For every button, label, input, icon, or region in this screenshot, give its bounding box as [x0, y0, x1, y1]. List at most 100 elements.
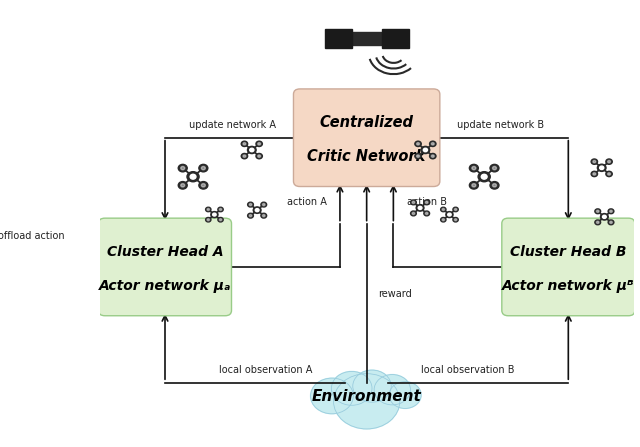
Circle shape — [606, 171, 612, 177]
Circle shape — [610, 210, 612, 212]
Circle shape — [411, 211, 417, 216]
Circle shape — [454, 219, 457, 221]
Circle shape — [593, 173, 596, 175]
Circle shape — [332, 371, 372, 405]
Circle shape — [412, 212, 415, 215]
Circle shape — [610, 221, 612, 224]
Circle shape — [490, 164, 499, 172]
Text: update network B: update network B — [458, 120, 545, 130]
Circle shape — [205, 207, 211, 212]
Circle shape — [421, 146, 429, 154]
Circle shape — [596, 210, 599, 212]
Circle shape — [211, 211, 218, 218]
Circle shape — [199, 164, 208, 172]
Circle shape — [255, 209, 259, 212]
Circle shape — [202, 184, 205, 187]
Circle shape — [607, 160, 611, 163]
Circle shape — [180, 166, 185, 170]
Circle shape — [608, 209, 614, 214]
Text: Environment: Environment — [312, 389, 422, 405]
Circle shape — [63, 198, 65, 200]
Circle shape — [431, 143, 434, 145]
Circle shape — [179, 181, 188, 189]
Text: action B: action B — [407, 197, 447, 207]
Circle shape — [453, 218, 458, 222]
Circle shape — [595, 209, 600, 214]
Circle shape — [180, 184, 185, 187]
Circle shape — [243, 143, 246, 145]
Circle shape — [256, 153, 262, 159]
Circle shape — [241, 153, 248, 159]
Circle shape — [262, 203, 265, 206]
Polygon shape — [381, 29, 408, 48]
Circle shape — [608, 220, 614, 225]
Circle shape — [469, 181, 478, 189]
Circle shape — [248, 202, 253, 207]
Circle shape — [248, 213, 253, 218]
FancyBboxPatch shape — [294, 89, 440, 186]
Circle shape — [412, 201, 415, 203]
Circle shape — [448, 213, 451, 216]
Circle shape — [310, 378, 353, 414]
Circle shape — [202, 166, 205, 170]
Text: reward: reward — [378, 289, 412, 299]
FancyBboxPatch shape — [502, 218, 635, 316]
Circle shape — [63, 209, 65, 211]
Circle shape — [76, 209, 78, 211]
Circle shape — [490, 181, 499, 189]
Circle shape — [441, 218, 446, 222]
Circle shape — [454, 208, 457, 211]
Circle shape — [67, 202, 74, 208]
Circle shape — [424, 200, 429, 205]
Text: Actor network μₐ: Actor network μₐ — [99, 279, 231, 293]
Circle shape — [212, 213, 216, 216]
Text: Cluster Head B: Cluster Head B — [510, 245, 627, 259]
Circle shape — [333, 374, 400, 429]
Circle shape — [353, 370, 391, 402]
Circle shape — [492, 166, 497, 170]
Circle shape — [411, 200, 417, 205]
Text: Critic Network: Critic Network — [307, 149, 426, 164]
Polygon shape — [352, 32, 381, 46]
Circle shape — [595, 220, 600, 225]
Circle shape — [481, 174, 487, 179]
Circle shape — [61, 207, 67, 212]
Circle shape — [606, 159, 612, 164]
Circle shape — [258, 155, 260, 157]
Circle shape — [207, 208, 209, 211]
Circle shape — [591, 171, 598, 177]
Circle shape — [472, 166, 476, 170]
Circle shape — [76, 198, 78, 200]
Circle shape — [478, 172, 490, 182]
Circle shape — [424, 211, 429, 216]
Circle shape — [423, 148, 428, 152]
Circle shape — [602, 215, 606, 219]
Text: offload action: offload action — [0, 231, 65, 241]
Circle shape — [220, 219, 221, 221]
Text: action A: action A — [287, 197, 326, 207]
Circle shape — [258, 143, 260, 145]
Circle shape — [593, 160, 596, 163]
Circle shape — [453, 207, 458, 212]
Circle shape — [249, 203, 252, 206]
Circle shape — [472, 184, 476, 187]
Circle shape — [261, 213, 267, 218]
Circle shape — [596, 221, 599, 224]
Circle shape — [492, 184, 497, 187]
Circle shape — [417, 143, 419, 145]
Circle shape — [429, 141, 436, 147]
Circle shape — [220, 208, 221, 211]
Circle shape — [253, 207, 261, 213]
Circle shape — [446, 211, 453, 218]
Circle shape — [179, 164, 188, 172]
Circle shape — [190, 174, 196, 179]
Circle shape — [218, 218, 223, 222]
Circle shape — [418, 207, 422, 210]
Circle shape — [607, 173, 611, 175]
Circle shape — [431, 155, 434, 157]
Circle shape — [187, 172, 199, 182]
Circle shape — [249, 215, 252, 217]
Circle shape — [248, 146, 256, 154]
Circle shape — [61, 197, 67, 202]
Polygon shape — [324, 29, 352, 48]
